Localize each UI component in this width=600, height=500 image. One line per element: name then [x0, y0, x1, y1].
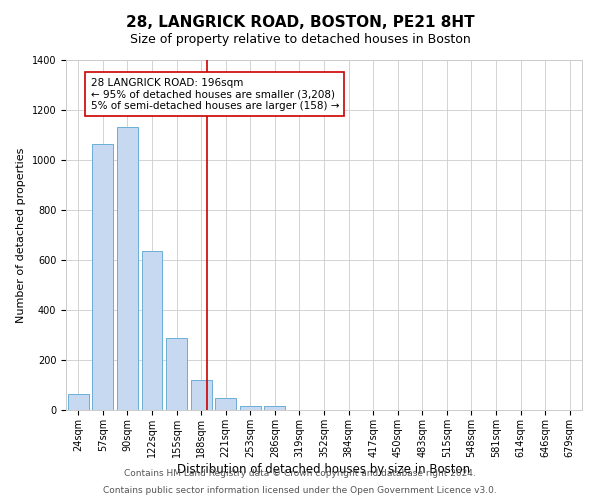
Text: Contains HM Land Registry data © Crown copyright and database right 2024.: Contains HM Land Registry data © Crown c… [124, 468, 476, 477]
Text: Contains public sector information licensed under the Open Government Licence v3: Contains public sector information licen… [103, 486, 497, 495]
Y-axis label: Number of detached properties: Number of detached properties [16, 148, 26, 322]
Bar [215, 398, 236, 410]
Bar [142, 252, 163, 410]
X-axis label: Distribution of detached houses by size in Boston: Distribution of detached houses by size … [178, 462, 470, 475]
Bar [166, 338, 187, 410]
Text: 28, LANGRICK ROAD, BOSTON, PE21 8HT: 28, LANGRICK ROAD, BOSTON, PE21 8HT [125, 15, 475, 30]
Bar [117, 127, 138, 410]
Bar [68, 394, 89, 410]
Bar [240, 406, 261, 410]
Bar [265, 406, 286, 410]
Text: Size of property relative to detached houses in Boston: Size of property relative to detached ho… [130, 32, 470, 46]
Text: 28 LANGRICK ROAD: 196sqm
← 95% of detached houses are smaller (3,208)
5% of semi: 28 LANGRICK ROAD: 196sqm ← 95% of detach… [91, 78, 339, 110]
Bar [191, 380, 212, 410]
Bar [92, 144, 113, 410]
